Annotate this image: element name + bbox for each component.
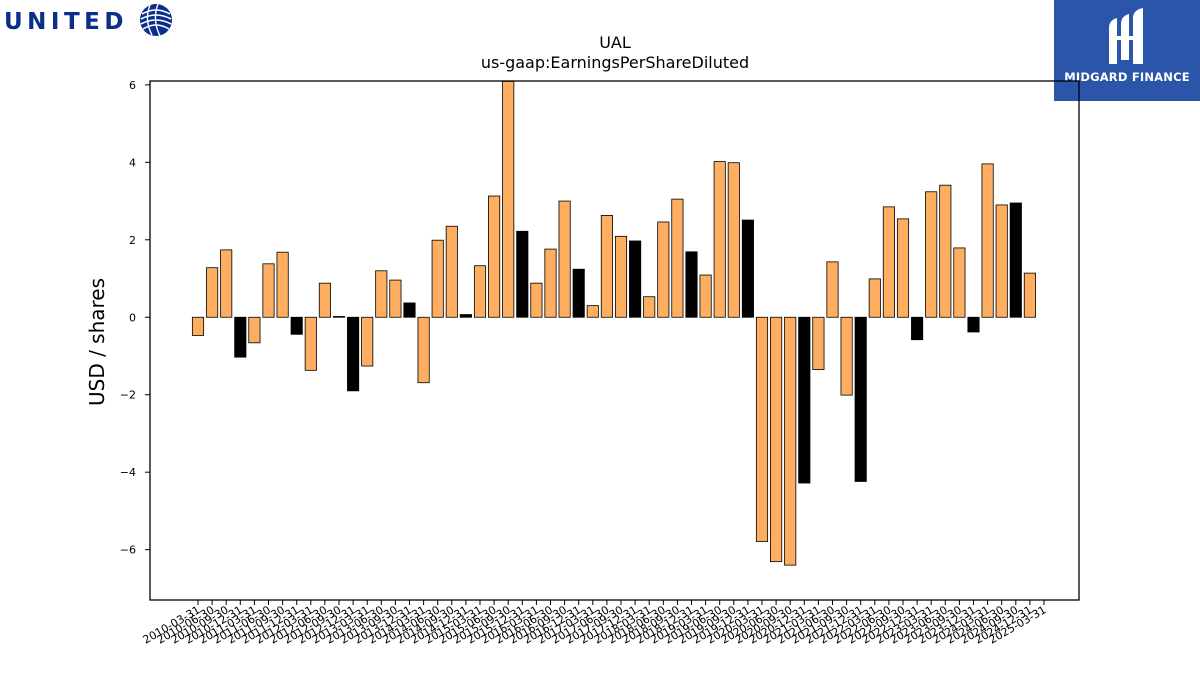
plot-frame bbox=[149, 80, 1080, 601]
bar-2021-03-31 bbox=[812, 316, 825, 370]
bar-2012-09-30 bbox=[332, 316, 346, 318]
bar-2015-03-31 bbox=[473, 265, 487, 318]
x-axis: 2010-03-312010-06-302010-09-302010-12-31… bbox=[141, 600, 1049, 647]
bar-2021-09-30 bbox=[840, 316, 853, 396]
bar-2018-09-30 bbox=[671, 198, 684, 318]
bar-2012-03-31 bbox=[304, 316, 317, 371]
y-tick-label: −6 bbox=[120, 544, 136, 557]
y-tick-label: −2 bbox=[120, 389, 136, 402]
bar-2016-03-31 bbox=[530, 282, 543, 318]
bar-2014-03-31 bbox=[417, 316, 430, 384]
midgard-wordmark: MIDGARD FINANCE bbox=[1064, 70, 1190, 84]
bar-2021-06-30 bbox=[826, 261, 839, 318]
y-tick-label: −4 bbox=[120, 466, 136, 479]
bar-2019-03-31 bbox=[699, 274, 712, 318]
bar-2024-06-30 bbox=[995, 204, 1008, 318]
bar-2019-12-31 bbox=[741, 219, 754, 318]
bar-2023-06-30 bbox=[939, 184, 952, 318]
bar-2016-09-30 bbox=[558, 200, 571, 318]
y-tick-label: 6 bbox=[129, 79, 136, 92]
bar-2019-09-30 bbox=[727, 162, 740, 318]
bar-2018-06-30 bbox=[657, 221, 670, 318]
midgard-emblem-icon bbox=[1109, 8, 1143, 64]
bar-2022-03-31 bbox=[868, 278, 881, 318]
bar-2020-12-31 bbox=[798, 316, 811, 484]
bar-2018-03-31 bbox=[643, 296, 656, 318]
bar-2021-12-31 bbox=[854, 316, 867, 482]
y-tick-label: 0 bbox=[129, 311, 136, 324]
bar-2020-09-30 bbox=[784, 316, 797, 566]
bar-2022-12-31 bbox=[911, 316, 924, 341]
united-logo: UNITED bbox=[4, 2, 174, 42]
bar-2023-03-31 bbox=[925, 191, 938, 318]
bar-2023-12-31 bbox=[967, 316, 980, 333]
bar-2013-06-30 bbox=[375, 270, 388, 318]
midgard-finance-logo: MIDGARD FINANCE bbox=[1054, 0, 1200, 101]
bar-2011-12-31 bbox=[290, 316, 303, 335]
bar-2020-06-30 bbox=[770, 316, 783, 563]
bar-2016-12-31 bbox=[572, 268, 585, 318]
y-axis-label: USD / shares bbox=[85, 278, 109, 406]
y-tick-label: 4 bbox=[129, 156, 136, 169]
bar-2024-09-30 bbox=[1009, 202, 1022, 318]
bar-2010-03-31 bbox=[191, 316, 205, 336]
bar-2014-12-31 bbox=[459, 314, 472, 318]
chart-subtitle: us-gaap:EarningsPerShareDiluted bbox=[481, 53, 749, 72]
bar-2013-03-31 bbox=[361, 316, 374, 367]
bar-2013-09-30 bbox=[389, 279, 402, 318]
bar-2022-09-30 bbox=[896, 218, 910, 318]
bar-2010-12-31 bbox=[234, 316, 247, 358]
globe-icon bbox=[137, 2, 174, 42]
bar-2016-06-30 bbox=[544, 248, 557, 318]
bar-2014-06-30 bbox=[431, 239, 444, 318]
bar-2011-03-31 bbox=[248, 316, 261, 344]
united-wordmark: UNITED bbox=[4, 9, 128, 35]
y-tick-label: 2 bbox=[129, 234, 136, 247]
bar-2010-06-30 bbox=[206, 267, 219, 318]
bar-2011-06-30 bbox=[262, 263, 275, 318]
bar-2010-09-30 bbox=[220, 249, 233, 318]
bar-2015-06-30 bbox=[488, 195, 501, 318]
bar-2014-09-30 bbox=[445, 225, 458, 318]
bar-2011-09-30 bbox=[276, 251, 289, 318]
bar-2023-09-30 bbox=[953, 247, 966, 318]
bar-2015-09-30 bbox=[502, 80, 515, 318]
bar-2018-12-31 bbox=[685, 251, 698, 318]
chart-title: UAL bbox=[599, 33, 631, 52]
bar-2022-06-30 bbox=[882, 206, 895, 318]
bar-2017-12-31 bbox=[629, 240, 642, 318]
bar-2024-12-31 bbox=[1023, 272, 1036, 318]
y-axis: −6 −4 −2 0 2 4 6 bbox=[120, 79, 150, 557]
bar-2012-12-31 bbox=[347, 316, 360, 392]
bar-2017-06-30 bbox=[600, 214, 613, 318]
bar-2013-12-31 bbox=[403, 302, 416, 318]
bar-2017-03-31 bbox=[586, 305, 599, 318]
bar-series bbox=[191, 80, 1036, 566]
bar-2017-09-30 bbox=[614, 235, 628, 318]
bar-2019-06-30 bbox=[713, 161, 726, 318]
bar-2024-03-31 bbox=[981, 163, 994, 318]
bar-2012-06-30 bbox=[318, 282, 331, 318]
bar-2015-12-31 bbox=[516, 230, 529, 318]
bar-2020-03-31 bbox=[755, 316, 769, 542]
